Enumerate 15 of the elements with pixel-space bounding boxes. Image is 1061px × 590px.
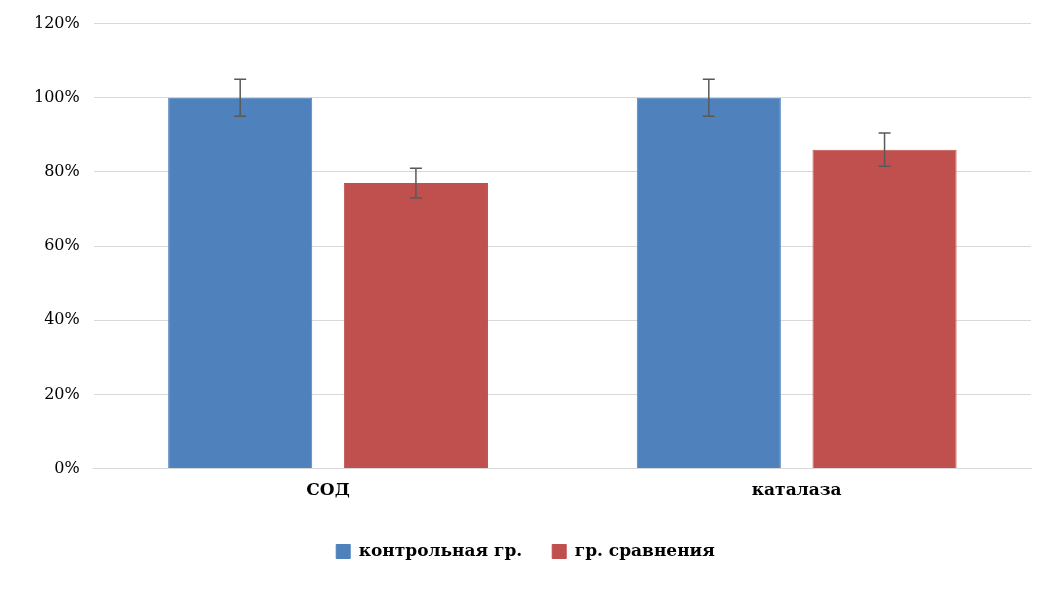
y-tick-label: 100% (33, 86, 80, 106)
y-tick-label: 80% (44, 161, 80, 181)
bar (168, 97, 313, 469)
bar (812, 149, 957, 469)
y-tick-label: 120% (33, 12, 80, 32)
y-tick-label: 40% (44, 309, 80, 329)
x-tick-label: СОД (306, 479, 350, 500)
bar (343, 183, 488, 469)
y-tick-label: 0% (54, 457, 80, 477)
bar (636, 97, 781, 469)
legend-label: гр. сравнения (574, 539, 715, 560)
y-tick-label: 20% (44, 383, 80, 403)
x-tick-label: каталаза (751, 479, 842, 500)
y-tick-label: 60% (44, 235, 80, 255)
legend-label: контрольная гр. (358, 539, 523, 560)
